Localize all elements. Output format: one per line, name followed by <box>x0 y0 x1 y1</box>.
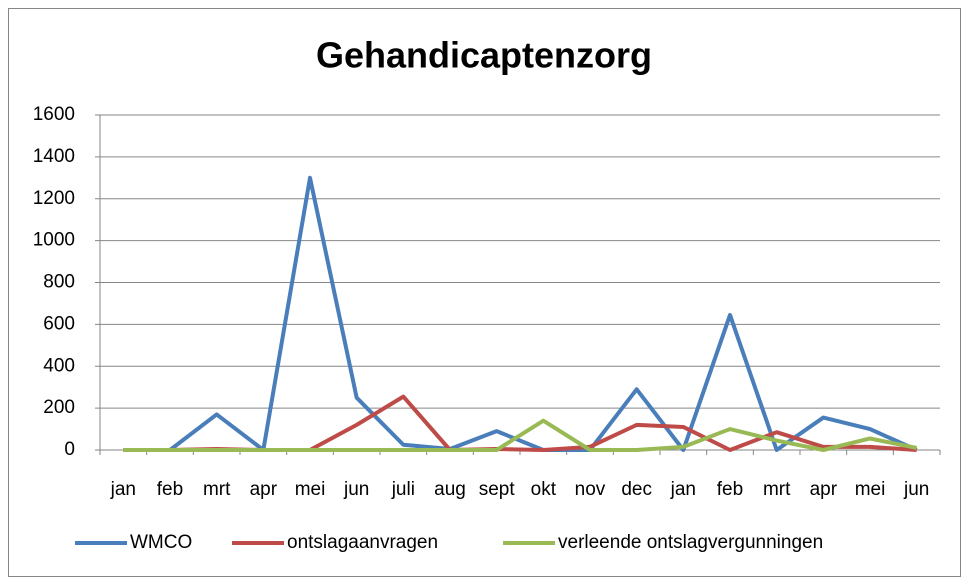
x-tick-label: mrt <box>763 479 791 500</box>
x-tick-label: jun <box>903 479 929 500</box>
x-tick-label: dec <box>621 479 652 500</box>
series-line <box>123 175 918 452</box>
y-tick-label: 600 <box>43 313 75 334</box>
x-tick-label: okt <box>531 479 557 500</box>
series-line <box>123 418 918 452</box>
x-tick-label: jan <box>110 479 136 500</box>
y-tick-label: 1000 <box>33 230 75 251</box>
chart-title: Gehandicaptenzorg <box>316 35 652 76</box>
x-tick-label: jan <box>670 479 696 500</box>
y-tick-label: 400 <box>43 355 75 376</box>
x-tick-label: feb <box>157 479 183 500</box>
chart-frame <box>8 8 961 577</box>
x-tick-label: apr <box>810 479 838 500</box>
x-tick-label: apr <box>250 479 278 500</box>
y-tick-label: 1400 <box>33 146 75 167</box>
x-tick-label: mei <box>855 479 886 500</box>
x-tick-label: aug <box>434 479 466 500</box>
legend-label: verleende ontslagvergunningen <box>558 532 823 553</box>
y-tick-label: 1600 <box>33 104 75 125</box>
x-tick-label: mei <box>295 479 326 500</box>
x-tick-label: sept <box>479 479 516 500</box>
y-tick-label: 800 <box>43 272 75 293</box>
x-tick-label: mrt <box>203 479 231 500</box>
x-tick-label: jun <box>343 479 369 500</box>
y-tick-label: 1200 <box>33 188 75 209</box>
legend-label: WMCO <box>130 532 192 553</box>
x-tick-label: nov <box>575 479 606 500</box>
x-tick-label: juli <box>391 479 415 500</box>
legend-label: ontslagaanvragen <box>287 532 438 553</box>
y-tick-label: 200 <box>43 397 75 418</box>
x-tick-label: feb <box>717 479 743 500</box>
y-tick-label: 0 <box>64 439 75 460</box>
